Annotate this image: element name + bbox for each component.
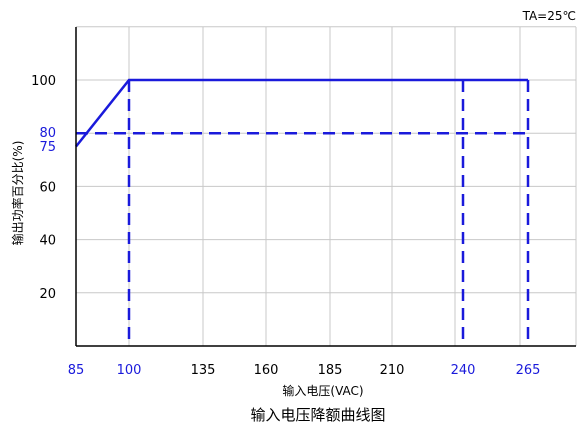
x-tick-label-210: 210 <box>380 363 405 378</box>
series-layer <box>75 78 528 148</box>
y-tick-label-20: 20 <box>39 287 56 302</box>
x-axis-label: 输入电压(VAC) <box>282 383 363 398</box>
y-tick-label-60: 60 <box>39 180 56 195</box>
x-tick-label-185: 185 <box>318 363 343 378</box>
chart-title: 输入电压降额曲线图 <box>250 406 385 424</box>
x-tick-label-160: 160 <box>254 363 279 378</box>
grid-layer <box>76 26 577 346</box>
x-tick-label-135: 135 <box>191 363 216 378</box>
y-tick-label-75: 75 <box>39 140 56 155</box>
x-tick-label-85: 85 <box>68 363 85 378</box>
y-tick-label-40: 40 <box>39 234 56 249</box>
reference-lines <box>76 80 530 346</box>
derating-curve <box>75 78 528 148</box>
x-tick-label-100: 100 <box>117 363 142 378</box>
axis-layer <box>75 27 576 347</box>
x-tick-label-240: 240 <box>451 363 476 378</box>
ambient-temperature-note: TA=25℃ <box>522 9 576 23</box>
y-tick-label-100: 100 <box>31 74 56 89</box>
y-axis-label: 输出功率百分比(%) <box>10 141 25 246</box>
x-tick-label-265: 265 <box>516 363 541 378</box>
y-tick-label-80: 80 <box>39 126 56 141</box>
